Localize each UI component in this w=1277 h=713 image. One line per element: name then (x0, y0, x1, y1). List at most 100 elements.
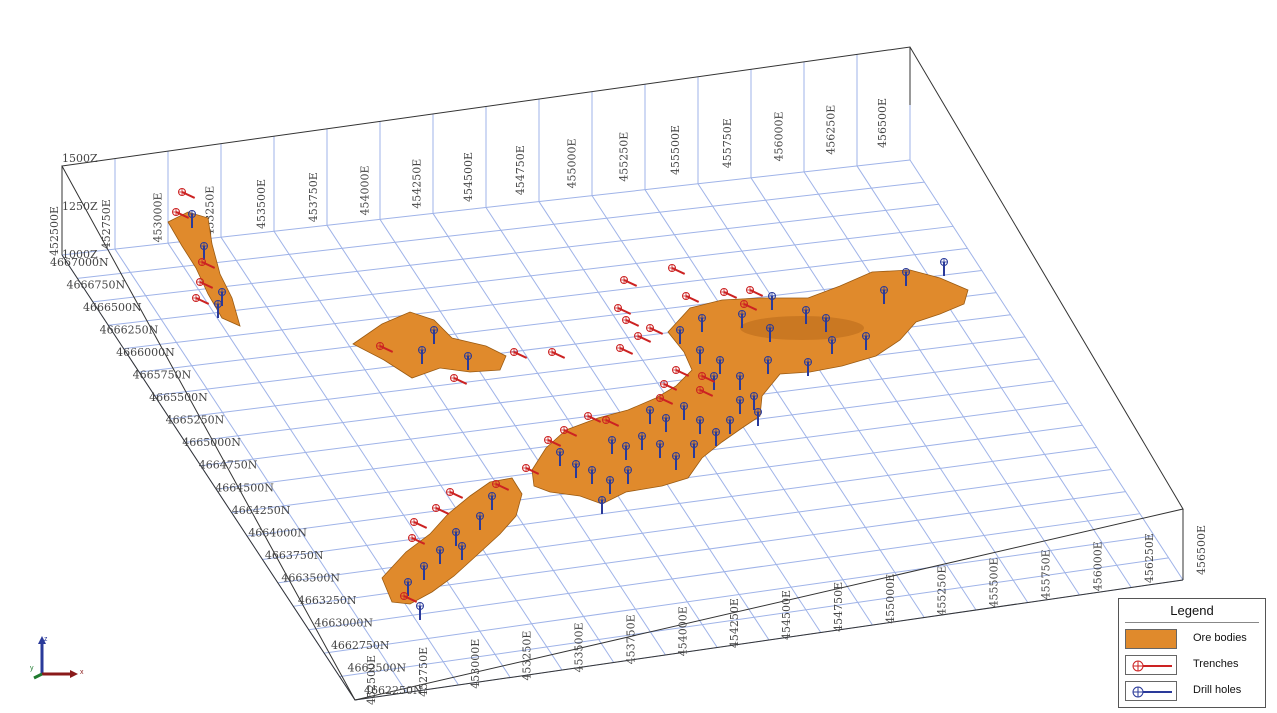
axis-y-label: y (30, 665, 34, 672)
grid-line-east (114, 248, 408, 693)
legend-item-ore-bodies: Ore bodies (1125, 629, 1259, 649)
grid-line-east (909, 159, 1184, 581)
north-label: 4664500N (215, 481, 274, 494)
north-label: 4666500N (83, 301, 142, 314)
east-label-top: 453500E (255, 179, 268, 229)
trench-marker-trace (513, 351, 528, 359)
east-label-top: 454000E (359, 165, 372, 215)
trench-marker-trace (181, 191, 196, 199)
east-label-top: 456000E (773, 111, 786, 161)
legend-item-trenches: Trenches (1125, 655, 1259, 675)
east-label-top: 455750E (721, 118, 734, 168)
east-label-top: 455500E (669, 125, 682, 175)
z-label: 1500Z (62, 152, 98, 165)
east-label-top: 455000E (566, 138, 579, 188)
axis-triad: z x y (30, 636, 84, 680)
axis-x-label: x (80, 669, 84, 676)
ore-body-northwest (167, 211, 241, 327)
z-label: 1250Z (62, 200, 98, 213)
axis-labels: 452500E 452750E 453000E 453250E 453500E 45375… (48, 98, 1208, 705)
grid-line-east (803, 171, 1080, 596)
trench-marker-trace (743, 303, 758, 311)
grid-line-north (324, 535, 1155, 654)
east-label-bottom: 456500E (1195, 525, 1208, 575)
trench-marker-trace (201, 261, 216, 269)
trench-marker-trace (195, 297, 210, 305)
trench-marker-trace (495, 483, 510, 491)
trench-marker-trace (175, 211, 190, 219)
grid-line-east (644, 189, 925, 618)
trench-marker-trace (605, 419, 620, 427)
east-label-bottom: 454250E (728, 598, 741, 648)
trench-marker-trace (637, 335, 652, 343)
east-label-bottom: 453500E (573, 622, 586, 672)
trench-marker-trace (659, 397, 674, 405)
trench-marker-trace (525, 467, 540, 475)
trench-marker-trace (199, 281, 214, 289)
legend-item-label: Drill holes (1193, 684, 1242, 696)
east-label-bottom: 452750E (417, 647, 430, 697)
east-label-top: 452500E (48, 206, 61, 256)
east-label-bottom: 454750E (832, 582, 845, 632)
north-label: 4665500N (149, 391, 208, 404)
east-label-bottom: 456250E (1143, 533, 1156, 583)
east-label-bottom: 454000E (676, 606, 689, 656)
east-label-bottom: 452500E (365, 655, 378, 705)
east-label-bottom: 455000E (884, 574, 897, 624)
trench-marker-trace (547, 439, 562, 447)
legend-item-label: Trenches (1193, 658, 1239, 670)
trench-marker-trace (685, 295, 700, 303)
north-label: 4665750N (133, 369, 192, 382)
ore-body-main-cavity (740, 316, 864, 340)
north-label: 4665000N (182, 436, 241, 449)
east-label-top: 456500E (876, 98, 889, 148)
north-label: 4663000N (314, 616, 373, 629)
trench-marker-trace (403, 595, 418, 603)
trench-marker-trace (379, 345, 394, 353)
z-label: 1000Z (62, 248, 98, 261)
grid-line-north (77, 181, 925, 279)
north-label: 4666000N (116, 346, 175, 359)
trench-marker-trace (563, 429, 578, 437)
north-label: 4664000N (248, 526, 307, 539)
east-label-bottom: 456000E (1091, 541, 1104, 591)
east-label-bottom: 455500E (988, 557, 1001, 607)
trench-marker-trace (675, 369, 690, 377)
trench-marker-trace (435, 507, 450, 515)
trench-marker-trace (587, 415, 602, 423)
bounding-box (61, 46, 1184, 701)
legend-panel: Legend Ore bodies Trenches Drill holes (1118, 598, 1266, 708)
north-label: 4662750N (331, 639, 390, 652)
trench-marker-trace (701, 375, 716, 383)
trench-marker-trace (623, 279, 638, 287)
east-label-bottom: 453000E (469, 639, 482, 689)
grid-line-east (167, 242, 459, 686)
trench-marker-trace (671, 267, 686, 275)
east-label-bottom: 454500E (780, 590, 793, 640)
grid-line-east (379, 219, 666, 656)
east-label-bottom: 453750E (624, 614, 637, 664)
east-label-top: 455250E (617, 132, 630, 182)
grid-line-north (185, 336, 1026, 443)
grid-line-east (326, 225, 615, 663)
drill-and-trench-markers (172, 188, 948, 620)
east-label-bottom: 455250E (936, 566, 949, 616)
north-label: 4665250N (166, 414, 225, 427)
legend-divider (1125, 622, 1259, 623)
east-label-bottom: 455750E (1039, 549, 1052, 599)
grid-line-east (856, 165, 1132, 588)
grid-line-north (262, 446, 1097, 560)
east-label-top: 454250E (410, 159, 423, 209)
east-label-top: 456250E (824, 105, 837, 155)
ore-swatch-icon (1125, 629, 1177, 649)
north-label: 4666250N (100, 324, 159, 337)
trench-marker-trace (453, 377, 468, 385)
trench-marker-trace (749, 289, 764, 297)
trench-marker-trace (411, 537, 426, 545)
north-label: 4663500N (281, 571, 340, 584)
ore-body-south (381, 477, 523, 605)
east-label-top: 454750E (514, 145, 527, 195)
grid-line-north (339, 557, 1169, 678)
trench-marker-trace (625, 319, 640, 327)
